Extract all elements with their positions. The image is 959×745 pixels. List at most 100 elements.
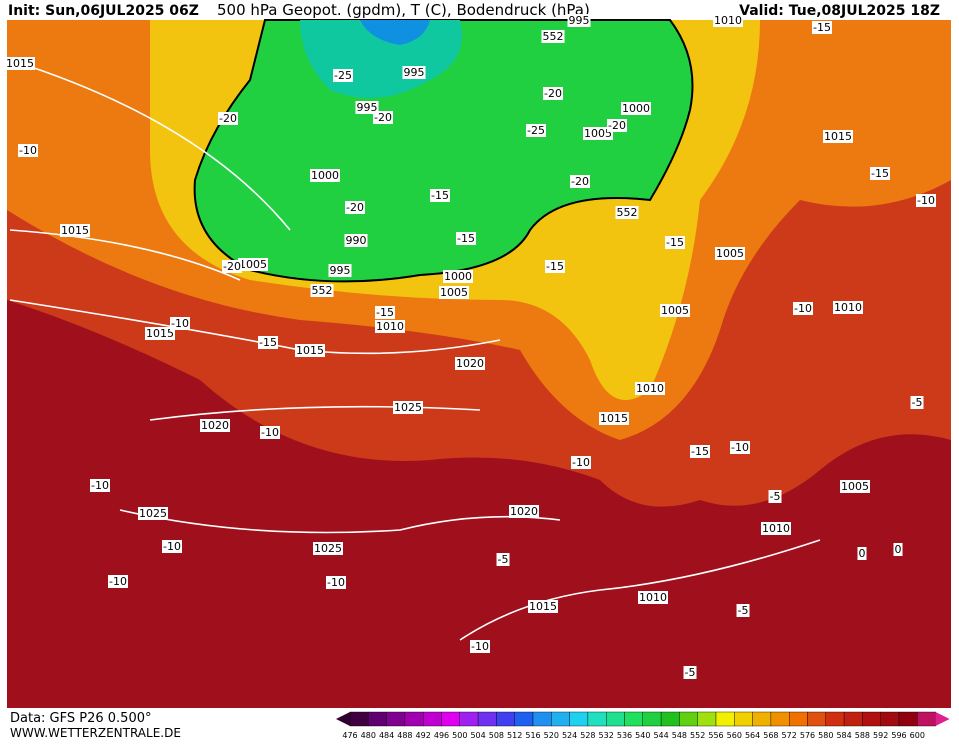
label-box (567, 14, 591, 27)
scale-swatch (917, 711, 936, 727)
label-text: -15 (431, 189, 449, 202)
label-text: 1010 (834, 301, 862, 314)
label-box (138, 507, 168, 520)
scale-arrow-right (935, 712, 950, 726)
label-text: 1015 (529, 600, 557, 613)
label-box (715, 247, 745, 260)
map-label: -10 (170, 317, 190, 330)
label-box (761, 522, 791, 535)
map-label: 1015 (528, 600, 558, 613)
map-label: -5 (496, 553, 510, 566)
label-box (730, 441, 750, 454)
label-text: 1005 (716, 247, 744, 260)
label-box (528, 600, 558, 613)
map-label: -15 (690, 445, 710, 458)
label-box (545, 260, 565, 273)
scale-swatch (898, 711, 918, 727)
label-text: 995 (357, 101, 378, 114)
label-box (583, 127, 613, 140)
label-text: 1005 (841, 480, 869, 493)
scale-label: 556 (708, 731, 723, 740)
scale-label: 568 (763, 731, 778, 740)
label-box (541, 30, 565, 43)
map-label: 1005 (715, 247, 745, 260)
website: WWW.WETTERZENTRALE.DE (10, 726, 181, 740)
label-box (310, 169, 340, 182)
scale-label: 492 (416, 731, 431, 740)
label-box (310, 284, 334, 297)
label-text: -20 (346, 201, 364, 214)
map-label: -10 (326, 576, 346, 589)
label-box (456, 232, 476, 245)
scale-label: 552 (690, 731, 705, 740)
scale-swatch (734, 711, 753, 727)
label-box (615, 206, 639, 219)
map-label: -10 (108, 575, 128, 588)
label-box (496, 553, 510, 566)
label-text: 1015 (146, 327, 174, 340)
map-label: 1015 (5, 57, 35, 70)
map-label: 1020 (509, 505, 539, 518)
label-text: -15 (813, 21, 831, 34)
label-box (355, 101, 379, 114)
scale-swatch (880, 711, 900, 727)
label-box (840, 480, 870, 493)
scale-label: 560 (727, 731, 742, 740)
label-box (258, 336, 278, 349)
label-text: -15 (546, 260, 564, 273)
label-box (60, 224, 90, 237)
map-label: 1015 (295, 344, 325, 357)
map-label: 1010 (635, 382, 665, 395)
scale-swatch (514, 711, 534, 727)
label-box (345, 201, 365, 214)
label-text: 1025 (314, 542, 342, 555)
scale-swatch (477, 711, 497, 727)
label-text: 1015 (600, 412, 628, 425)
scale-swatch (349, 711, 369, 727)
scale-swatch (679, 711, 698, 727)
scale-label: 496 (434, 731, 449, 740)
scale-swatch (789, 711, 808, 727)
label-text: 1000 (622, 102, 650, 115)
label-text: 995 (569, 14, 590, 27)
label-text: 1020 (510, 505, 538, 518)
map-labels: 1015-1010151015-10-151015-15101010201025… (5, 14, 936, 679)
label-text: 1000 (311, 169, 339, 182)
label-box (736, 604, 750, 617)
label-box (793, 302, 813, 315)
map-label: -15 (870, 167, 890, 180)
scale-swatch (715, 711, 735, 727)
map-label: -10 (90, 479, 110, 492)
map-label: -5 (768, 490, 782, 503)
map-label: 995 (402, 66, 426, 79)
label-text: -20 (544, 87, 562, 100)
scale-label: 544 (653, 731, 668, 740)
label-box (200, 419, 230, 432)
scale-swatch (642, 711, 662, 727)
map-label: 1015 (599, 412, 629, 425)
scale-label: 488 (397, 731, 412, 740)
scale-label: 520 (544, 731, 559, 740)
scale-arrow-left (336, 712, 350, 726)
map-label: -20 (218, 112, 238, 125)
label-box (313, 542, 343, 555)
map-label: 1015 (60, 224, 90, 237)
label-text: -10 (261, 426, 279, 439)
scale-swatch (825, 711, 845, 727)
label-text: -10 (91, 479, 109, 492)
map-label: -10 (260, 426, 280, 439)
map-label: -10 (916, 194, 936, 207)
map-label: 0 (857, 547, 867, 560)
map-label: -20 (222, 260, 242, 273)
scale-swatch (843, 711, 863, 727)
map-label: 1010 (761, 522, 791, 535)
scale-swatch (770, 711, 790, 727)
label-box (571, 456, 591, 469)
map-label: -20 (570, 175, 590, 188)
scale-swatch (587, 711, 607, 727)
label-text: 1025 (139, 507, 167, 520)
map-label: 1000 (443, 270, 473, 283)
label-text: 0 (895, 543, 902, 556)
map-label: -20 (607, 119, 627, 132)
